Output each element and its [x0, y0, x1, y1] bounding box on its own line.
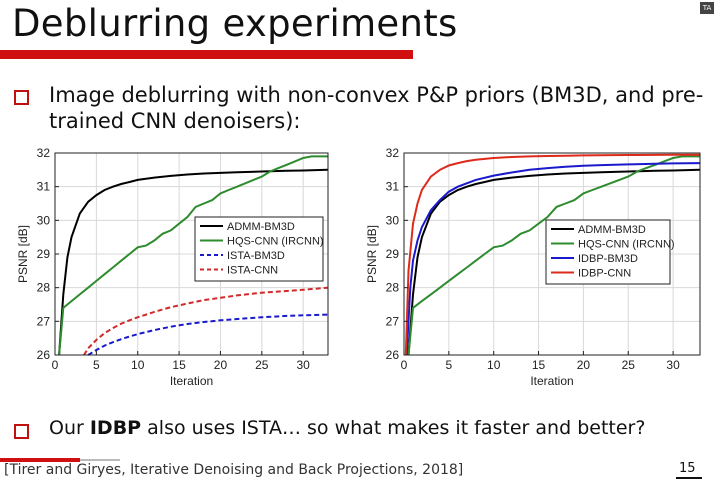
x-tick-label: 5: [446, 358, 453, 372]
legend-label-3: IDBP-BM3D: [578, 253, 638, 265]
bullet-text-1: Image deblurring with non-convex P&P pri…: [49, 83, 704, 133]
bullet-box-icon: [14, 424, 29, 439]
y-axis-label: PSNR [dB]: [365, 225, 379, 283]
footer-accent: [0, 458, 80, 462]
series-line-2: [407, 155, 700, 356]
x-tick-label: 30: [666, 358, 680, 372]
x-tick-label: 0: [401, 358, 408, 372]
y-tick-label: 31: [386, 180, 400, 194]
series-line-1: [58, 168, 329, 356]
page-number-rule: [676, 477, 702, 479]
y-tick-label: 26: [386, 348, 400, 362]
x-tick-label: 20: [214, 358, 228, 372]
series-line-3: [87, 313, 329, 356]
y-tick-label: 31: [37, 180, 51, 194]
x-axis-label: Iteration: [170, 374, 213, 388]
slide-title: Deblurring experiments: [12, 2, 458, 45]
x-tick-label: 15: [172, 358, 186, 372]
series-line-1: [407, 168, 701, 356]
series-line-4: [404, 153, 700, 356]
chart-left: 0 5 10 15 20 25 30 26 27 28 29 30 31 32 Iteration PSNR …: [16, 146, 329, 388]
x-tick-label: 10: [487, 358, 501, 372]
y-axis-label: PSNR [dB]: [16, 225, 30, 283]
bullet-box-icon: [14, 90, 29, 105]
page-number: 15: [679, 461, 696, 476]
y-tick-label: 28: [386, 281, 400, 295]
footer-citation: [Tirer and Giryes, Iterative Denoising a…: [4, 462, 464, 478]
legend-label-1: ADMM-BM3D: [578, 224, 646, 236]
series-line-4: [83, 286, 329, 356]
bullet-text-2: Our IDBP also uses ISTA… so what makes i…: [49, 417, 645, 439]
y-tick-label: 32: [386, 146, 400, 160]
x-tick-label: 25: [622, 358, 636, 372]
x-tick-label: 0: [52, 358, 59, 372]
legend-label-3: ISTA-BM3D: [227, 250, 285, 262]
legend-label-1: ADMM-BM3D: [227, 221, 295, 233]
y-tick-label: 32: [37, 146, 51, 160]
x-tick-label: 10: [131, 358, 145, 372]
x-tick-label: 30: [297, 358, 311, 372]
bullet2-bold: IDBP: [89, 417, 142, 439]
series-line-2: [58, 155, 328, 356]
y-tick-label: 29: [37, 247, 51, 261]
x-tick-label: 15: [532, 358, 546, 372]
title-underline: [0, 50, 413, 59]
footer-accent-grey: [80, 459, 120, 461]
y-tick-label: 30: [37, 213, 51, 227]
legend-label-2: HQS-CNN (IRCNN): [227, 236, 324, 248]
legend-label-4: IDBP-CNN: [578, 268, 631, 280]
y-tick-label: 30: [386, 213, 400, 227]
x-tick-label: 20: [577, 358, 591, 372]
bullet2-pre: Our: [49, 417, 90, 439]
x-axis-label: Iteration: [530, 374, 573, 388]
chart-right: 0 5 10 15 20 25 30 26 27 28 29 30 31 32 Iteration PSNR …: [365, 146, 701, 388]
legend-label-4: ISTA-CNN: [227, 265, 278, 277]
y-tick-label: 26: [37, 348, 51, 362]
corner-logo-icon: TA: [700, 2, 714, 14]
y-tick-label: 27: [37, 314, 51, 328]
x-tick-label: 25: [255, 358, 269, 372]
series-line-3: [405, 162, 701, 356]
y-tick-label: 27: [386, 314, 400, 328]
y-tick-label: 29: [386, 247, 400, 261]
y-tick-label: 28: [37, 281, 51, 295]
x-tick-label: 5: [93, 358, 100, 372]
bullet2-post: also uses ISTA… so what makes it faster …: [141, 417, 646, 439]
legend-label-2: HQS-CNN (IRCNN): [578, 239, 675, 251]
